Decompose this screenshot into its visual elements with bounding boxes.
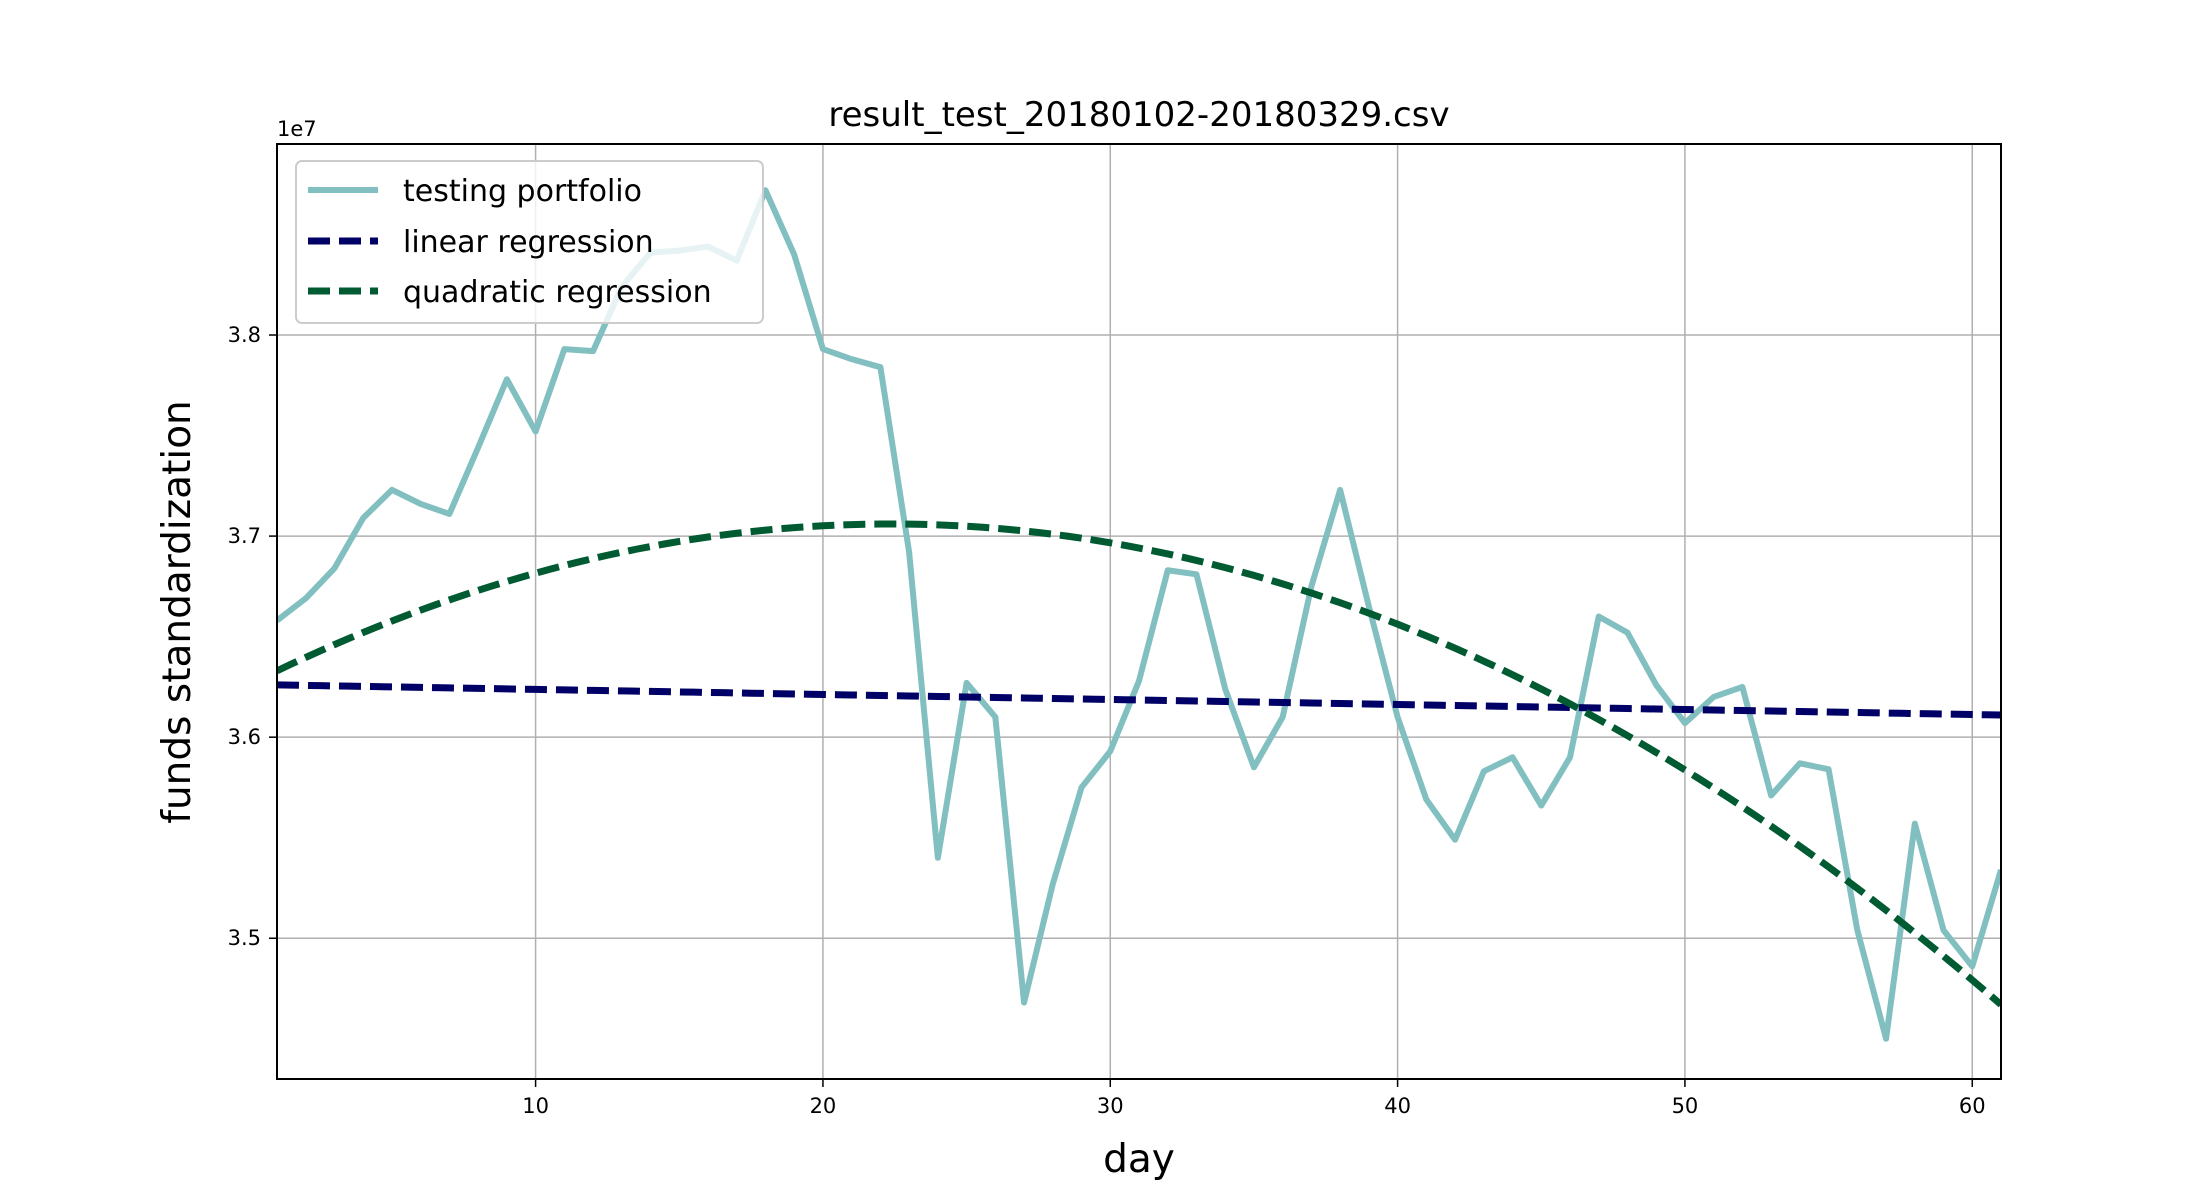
x-tick-label-20: 20 <box>810 1094 837 1118</box>
legend-box <box>295 160 764 324</box>
x-tick-label-40: 40 <box>1384 1094 1411 1118</box>
series-line-1 <box>277 681 2001 719</box>
series-line-0 <box>277 187 2001 1042</box>
series-line-2 <box>277 520 2001 1008</box>
y-axis: 3.5 3.6 3.7 3.8 <box>228 323 277 950</box>
series-layer <box>277 187 2001 1042</box>
legend-label-testing-portfolio: testing portfolio <box>403 174 642 209</box>
x-tick-label-50: 50 <box>1672 1094 1699 1118</box>
x-axis: 10 20 30 40 50 60 <box>522 1079 1986 1118</box>
y-axis-label: funds standardization <box>155 400 200 824</box>
y-tick-label-2: 3.7 <box>228 524 261 548</box>
legend-label-linear-regression: linear regression <box>403 225 654 260</box>
x-tick-label-30: 30 <box>1097 1094 1124 1118</box>
y-tick-label-0: 3.5 <box>228 926 261 950</box>
x-tick-label-10: 10 <box>522 1094 549 1118</box>
legend-label-quadratic-regression: quadratic regression <box>403 275 712 310</box>
y-tick-label-3: 3.8 <box>228 323 261 347</box>
x-tick-label-60: 60 <box>1959 1094 1986 1118</box>
x-axis-label: day <box>1103 1137 1175 1182</box>
y-tick-label-1: 3.6 <box>228 725 261 749</box>
grid <box>277 144 2001 1079</box>
plot-frame <box>276 143 2002 1080</box>
chart-title: result_test_20180102-20180329.csv <box>828 95 1449 135</box>
legend: testing portfolio linear regression quad… <box>295 160 764 324</box>
y-offset-label: 1e7 <box>277 117 317 141</box>
